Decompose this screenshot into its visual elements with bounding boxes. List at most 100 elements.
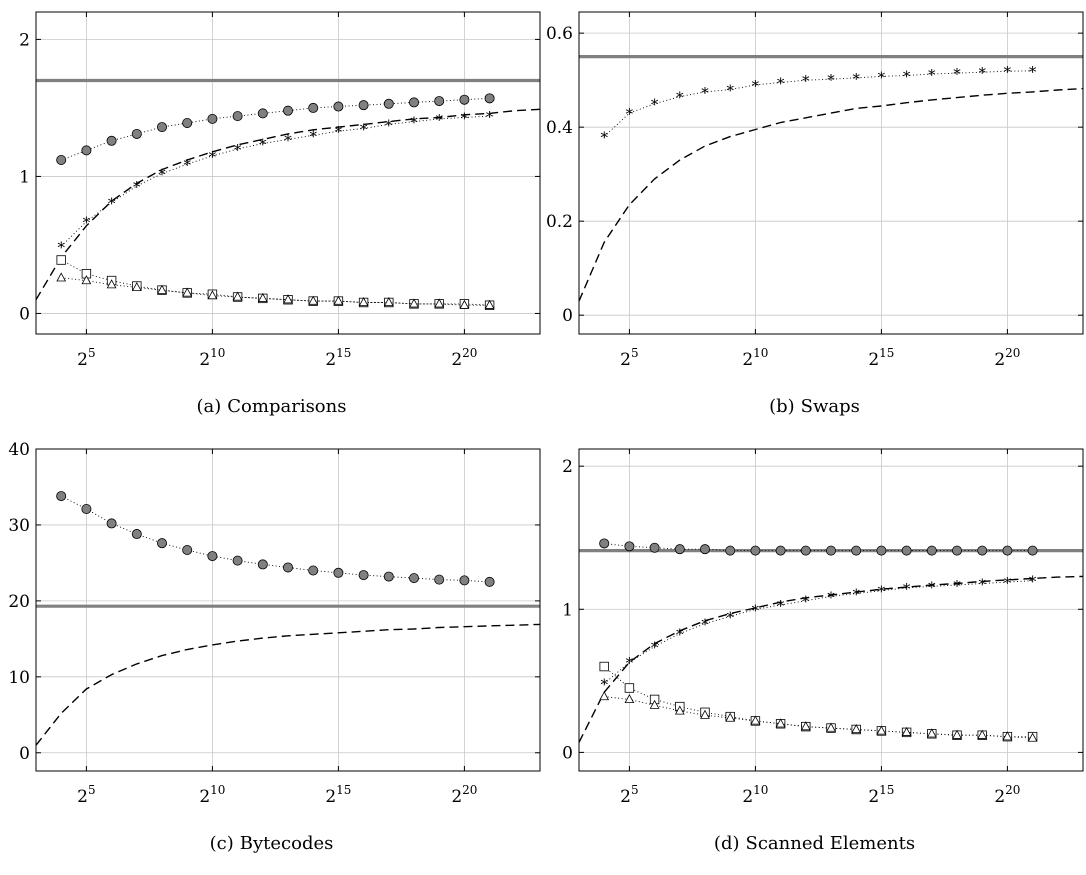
chart-caption: (c) Bytecodes [0,833,543,854]
y-tick-label: 40 [8,440,30,460]
data-point-circle [725,545,736,556]
data-point-square [624,683,635,693]
data-point-star: * [284,131,292,149]
data-point-triangle [157,284,167,294]
data-point-triangle [56,272,67,282]
data-point-circle [257,559,268,570]
chart-plot: * * * * * * * * * * * * * * * * * * 0 0.2 0.4 0.6 25 210 215 220 [546,11,1084,370]
data-point-triangle [459,299,470,309]
data-point-circle [599,538,610,549]
series-star: * * * * * * * * * * * * * * * * * * [600,573,1036,694]
data-point-circle [383,571,394,582]
x-tick-label: 210 [199,346,225,370]
plot-frame [35,11,541,335]
series-line [61,97,490,161]
data-point-star: * [209,148,217,166]
data-point-star: * [953,65,961,83]
series-star: * * * * * * * * * * * * * * * * * * [600,63,1036,147]
y-tick-label: 0.4 [546,118,573,138]
y-tick-label: 0 [19,744,30,764]
data-point-triangle [1002,731,1013,741]
chart-plot: * * * * * * * * * * * * * * * * * * 0 1 2 25 210 215 220 [19,11,541,370]
data-point-triangle [876,725,887,735]
series-line [60,115,490,247]
x-tick-label: 215 [325,783,351,807]
data-point-triangle [232,291,243,301]
data-point-star: * [852,586,860,604]
chart-panel-comparisons: * * * * * * * * * * * * * * * * * * 0 1 2 25 210 215 220 (a) Comp… [0,0,543,437]
x-tick-label: 215 [868,346,894,370]
data-point-circle [156,122,167,133]
data-point-star: * [309,127,317,145]
x-tick-label: 25 [620,346,638,370]
series-line [604,696,1033,739]
grid [579,12,1083,334]
data-point-triangle [851,724,862,734]
data-point-star: * [435,111,443,129]
data-point-circle [459,575,470,586]
chart-panel-bytecodes: 0 10 20 30 40 25 210 215 220 (c) Bytecodes [0,437,543,875]
x-tick-label: 215 [325,346,351,370]
data-point-star: * [234,141,242,159]
data-point-circle [951,545,962,556]
data-point-star: * [461,110,469,128]
y-tick-label: 10 [8,668,30,688]
x-tick-label: 220 [994,783,1020,807]
data-point-triangle [333,295,344,305]
x-tick-label: 25 [77,783,95,807]
data-point-triangle [775,718,786,728]
x-tick-label: 220 [451,783,477,807]
data-point-triangle [599,691,610,701]
data-point-star: * [802,72,810,90]
data-point-circle [851,545,862,556]
data-point-circle [383,98,394,109]
data-point-circle [977,545,988,556]
series-circle [56,491,495,587]
data-point-circle [459,94,470,105]
caption-tag: (d) [713,833,740,854]
series-line [60,259,490,306]
y-tick-label: 1 [19,167,30,187]
data-point-circle [282,105,293,116]
data-point-circle [408,97,419,108]
series-circle [56,93,495,165]
series-line [60,495,490,583]
data-point-triangle [700,709,710,719]
data-point-star: * [676,626,684,644]
data-point-star: * [978,64,986,82]
data-point-star: * [133,178,141,196]
data-point-star: * [158,166,166,184]
data-point-star: * [676,89,684,107]
data-point-star: * [1029,573,1037,591]
chart-panel-scanned-elements: * * * * * * * * * * * * * * * * * * 0 1 2 25 210 215 220 (d) Scan… [543,437,1086,875]
x-tick-label: 210 [199,783,225,807]
data-point-star: * [726,608,734,626]
data-point-star: * [852,70,860,88]
data-point-star: * [878,583,886,601]
data-point-circle [901,545,912,556]
data-point-triangle [674,705,685,715]
series-square [56,255,495,310]
dashed-curve [35,108,541,301]
data-point-triangle [952,729,962,739]
data-point-triangle [750,715,761,725]
x-tick-label: 220 [994,346,1020,370]
data-point-star: * [259,136,267,154]
caption-title: Bytecodes [239,833,334,854]
series-triangle [56,272,495,309]
data-point-star: * [335,123,343,141]
data-point-star: * [928,66,936,84]
data-point-circle [308,102,319,113]
y-tick-label: 1 [562,600,573,620]
data-point-circle [408,573,419,584]
data-point-star: * [1004,63,1012,81]
data-point-circle [825,545,836,556]
data-point-star: * [777,75,785,93]
plot-frame [578,448,1084,772]
data-point-star: * [600,676,608,694]
grid [36,448,540,771]
series-square [599,661,1038,742]
series-line [61,277,490,306]
data-point-circle [333,101,344,112]
x-tick-label: 215 [868,783,894,807]
